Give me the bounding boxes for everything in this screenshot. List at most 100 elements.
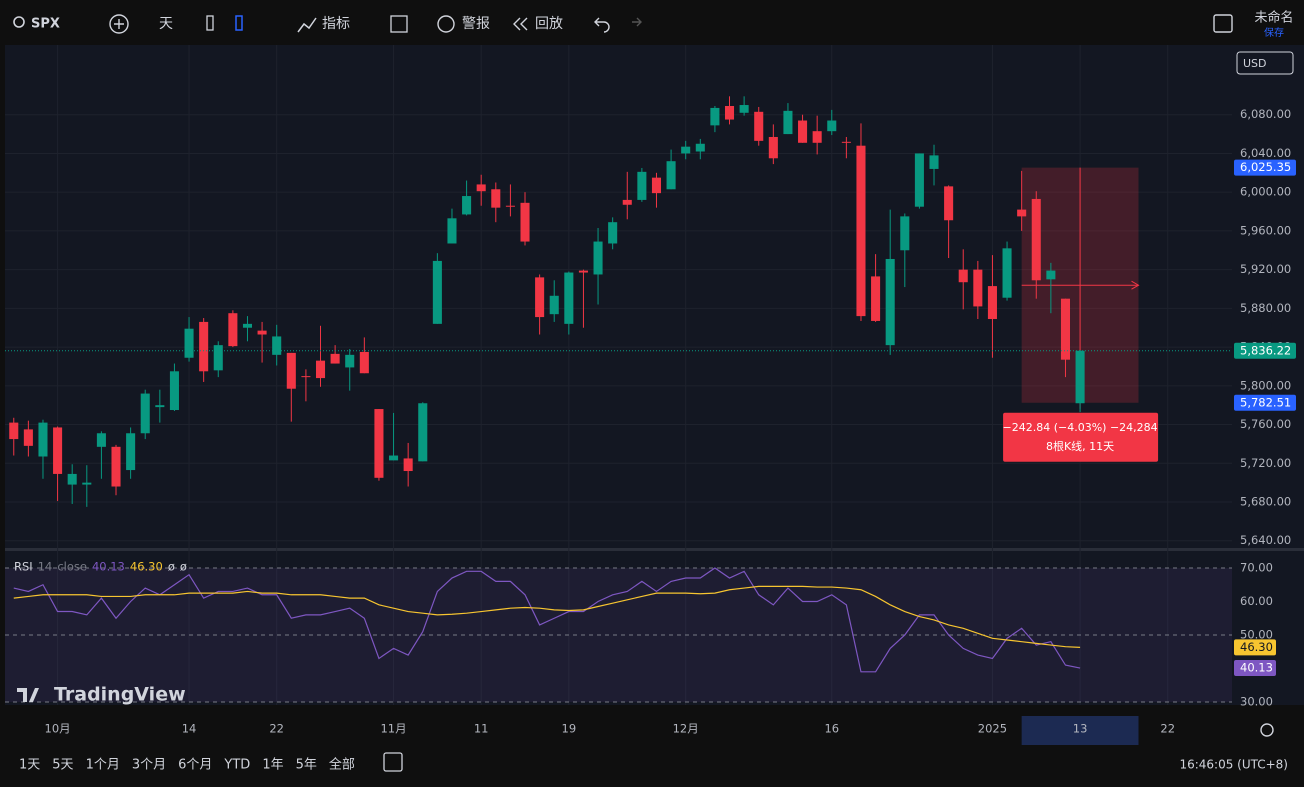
candle-body bbox=[681, 146, 691, 154]
candle-body bbox=[462, 196, 472, 215]
timeframe[interactable]: 5天 bbox=[52, 758, 73, 773]
measure-text: 8根K线, 11天 bbox=[1046, 439, 1114, 453]
candle-body bbox=[958, 269, 968, 283]
candle-body bbox=[710, 107, 720, 126]
candle-body bbox=[126, 433, 136, 471]
candle-body bbox=[199, 321, 209, 372]
timeframe[interactable]: 6个月 bbox=[178, 758, 212, 773]
timeframes: 1天 5天 1个月 3个月 6个月 YTD 1年 5年 全部 bbox=[19, 757, 355, 773]
settings[interactable] bbox=[1260, 723, 1274, 737]
logo[interactable]: TradingView bbox=[54, 684, 186, 706]
indicators[interactable]: 指标 bbox=[322, 16, 350, 32]
currency-box[interactable] bbox=[1236, 51, 1294, 75]
rsi-badge bbox=[1234, 639, 1276, 656]
alert-icon[interactable] bbox=[437, 15, 455, 33]
search-icon[interactable] bbox=[13, 16, 25, 28]
rsi-legend: ø bbox=[168, 560, 175, 574]
indicator-icon[interactable] bbox=[297, 17, 317, 33]
timeframe[interactable]: 1个月 bbox=[86, 758, 120, 773]
redo[interactable] bbox=[632, 17, 642, 27]
candle-body bbox=[900, 216, 910, 251]
x-tick-label: 11 bbox=[474, 722, 489, 736]
candle-body bbox=[403, 458, 413, 472]
candle-body bbox=[505, 205, 515, 207]
candle-body bbox=[666, 161, 676, 190]
measure-arrow bbox=[1131, 280, 1140, 290]
save[interactable]: 保存 bbox=[1264, 26, 1284, 39]
candle-body bbox=[1002, 248, 1012, 298]
logo-mark bbox=[17, 688, 39, 702]
candle-body bbox=[856, 145, 866, 317]
candle-body bbox=[330, 353, 340, 364]
price-badge-label: 6,025.35 bbox=[1240, 160, 1291, 174]
candle-body bbox=[301, 376, 311, 378]
candle-body bbox=[520, 202, 530, 242]
candle-body bbox=[973, 269, 983, 307]
x-tick-label: 11月 bbox=[380, 722, 406, 736]
price-badge bbox=[1234, 394, 1296, 411]
price-badge bbox=[1234, 342, 1296, 359]
candle-body bbox=[447, 218, 457, 244]
x-tick-label: 22 bbox=[269, 722, 284, 736]
toolbar: SPX 天 指标 警报 回放 未命名 保存 bbox=[13, 10, 1294, 39]
y-tick-label: 6,040.00 bbox=[1240, 146, 1291, 160]
fullscreen[interactable] bbox=[1213, 14, 1233, 33]
alerts[interactable]: 警报 bbox=[462, 16, 490, 32]
rsi-legend: ø bbox=[180, 560, 187, 574]
layout-name[interactable]: 未命名 bbox=[1254, 10, 1293, 26]
x-tick-label: 16 bbox=[824, 722, 839, 736]
x-tick-label: 2025 bbox=[978, 722, 1007, 736]
clock: 16:46:05 (UTC+8) bbox=[1179, 758, 1288, 772]
candle-body bbox=[432, 260, 442, 324]
candle-body bbox=[38, 422, 48, 457]
y-tick-label: 5,920.00 bbox=[1240, 262, 1291, 276]
rsi-tick-label: 30.00 bbox=[1240, 694, 1273, 708]
x-tick-label: 14 bbox=[182, 722, 197, 736]
rsi-legend: 40.13 bbox=[92, 560, 125, 574]
x-tick-label: 13 bbox=[1073, 722, 1088, 736]
currency[interactable]: USD bbox=[1243, 57, 1267, 70]
rsi-legend: close bbox=[57, 560, 87, 574]
plot: 10月 14 22 11月 11 19 12月 16 2025 13 22 5,640.00 5,680… bbox=[5, 45, 1296, 745]
price-badge bbox=[1234, 159, 1296, 176]
candle-body bbox=[1075, 350, 1085, 404]
x-tick-label: 10月 bbox=[45, 722, 71, 736]
timeframe[interactable]: 3个月 bbox=[132, 758, 166, 773]
price-axis bbox=[1232, 45, 1304, 705]
candle-body bbox=[111, 446, 121, 487]
candle-icon[interactable] bbox=[235, 15, 243, 31]
timeframe[interactable]: 1年 bbox=[262, 758, 283, 773]
price-badge-label: 5,836.22 bbox=[1240, 343, 1291, 357]
layout-icon[interactable] bbox=[390, 15, 408, 33]
timeframe[interactable]: YTD bbox=[223, 758, 250, 773]
candle-body bbox=[359, 351, 369, 374]
candle-body bbox=[23, 429, 33, 446]
candle-body bbox=[389, 455, 399, 461]
candle-body bbox=[96, 433, 106, 447]
candle-body bbox=[637, 171, 647, 200]
candle-body bbox=[608, 222, 618, 244]
timeframe[interactable]: 1天 bbox=[19, 758, 40, 773]
candle-body bbox=[578, 270, 588, 273]
y-tick-label: 6,000.00 bbox=[1240, 185, 1291, 199]
timeframe[interactable]: 全部 bbox=[329, 757, 355, 773]
replay-icon[interactable] bbox=[513, 17, 528, 31]
timeframe[interactable]: 5年 bbox=[296, 758, 317, 773]
plus bbox=[114, 19, 124, 29]
candle-body bbox=[841, 141, 851, 143]
candle-body bbox=[695, 143, 705, 152]
rsi-legend: RSI bbox=[14, 560, 33, 574]
interval[interactable]: 天 bbox=[159, 16, 173, 32]
candle-body bbox=[798, 120, 808, 143]
candle-body bbox=[476, 184, 486, 192]
bar-icon[interactable] bbox=[206, 15, 214, 31]
add-symbol[interactable] bbox=[109, 14, 129, 34]
candle-body bbox=[914, 153, 924, 207]
symbol[interactable]: SPX bbox=[31, 17, 60, 32]
rsi-legend: 14 bbox=[38, 560, 53, 574]
undo[interactable] bbox=[594, 17, 610, 33]
date-range[interactable] bbox=[383, 752, 403, 772]
replay[interactable]: 回放 bbox=[535, 16, 563, 32]
y-tick-label: 6,080.00 bbox=[1240, 107, 1291, 121]
